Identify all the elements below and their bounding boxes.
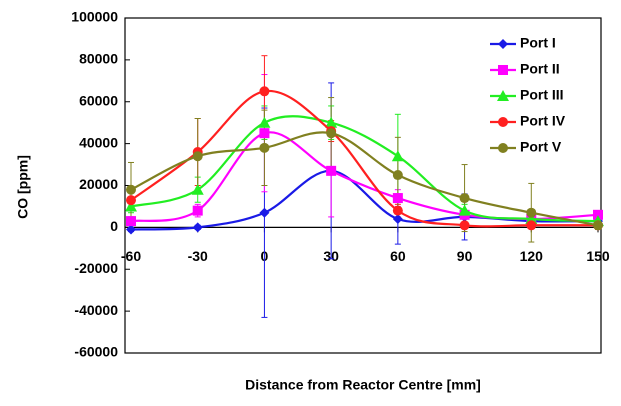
y-tick-label: -40000 [74,302,118,318]
data-point [325,116,338,128]
x-tick-label: 150 [586,248,610,264]
data-point [126,224,136,235]
series-line [130,131,599,227]
y-tick-label: 80000 [79,51,118,67]
data-point [525,213,538,224]
data-point [192,151,203,162]
y-tick-label: 100000 [71,9,118,25]
y-tick-label: 60000 [79,92,118,108]
data-point [126,195,136,206]
data-point [593,209,603,220]
legend-label: Port II [520,61,560,77]
data-point [259,86,270,97]
data-point [259,128,270,139]
legend-label: Port III [520,87,564,103]
x-tick-label: -30 [188,248,208,264]
data-point [126,216,136,227]
y-tick-label: 20000 [79,176,118,192]
data-point [459,193,470,204]
legend-marker [498,117,508,127]
x-tick-label: 60 [390,248,406,264]
legend-marker [497,90,509,101]
data-point [126,184,136,195]
y-axis-label: CO [ppm] [15,155,31,219]
data-point [593,220,603,231]
legend-label: Port IV [520,113,566,129]
series-line [130,169,599,231]
legend-marker [498,143,508,153]
data-point [526,207,537,218]
legend-label: Port V [520,139,562,155]
data-point [259,142,270,153]
data-point [258,116,271,128]
data-point [392,170,403,181]
data-point [392,214,403,224]
series-line [130,115,599,223]
data-point [392,193,403,204]
data-point [192,205,203,216]
y-tick-label: -60000 [74,344,118,360]
data-point [192,222,203,233]
legend-marker [498,65,508,75]
y-tick-label: -20000 [74,260,118,276]
data-point [526,220,537,231]
data-point [259,207,270,218]
data-point [125,200,137,212]
x-tick-label: -60 [121,248,141,264]
data-point [191,183,204,195]
x-tick-label: 120 [520,248,544,264]
data-point [391,150,404,162]
data-point [459,220,470,231]
data-point [326,165,337,176]
legend-marker [498,39,508,49]
x-axis-label: Distance from Reactor Centre [mm] [245,377,481,393]
x-tick-label: 90 [457,248,473,264]
legend-label: Port I [520,35,556,51]
y-tick-label: 40000 [79,134,118,150]
data-point [458,204,471,216]
y-tick-label: 0 [110,218,118,234]
data-point [392,205,403,216]
data-point [326,128,337,139]
series-line [130,89,598,228]
